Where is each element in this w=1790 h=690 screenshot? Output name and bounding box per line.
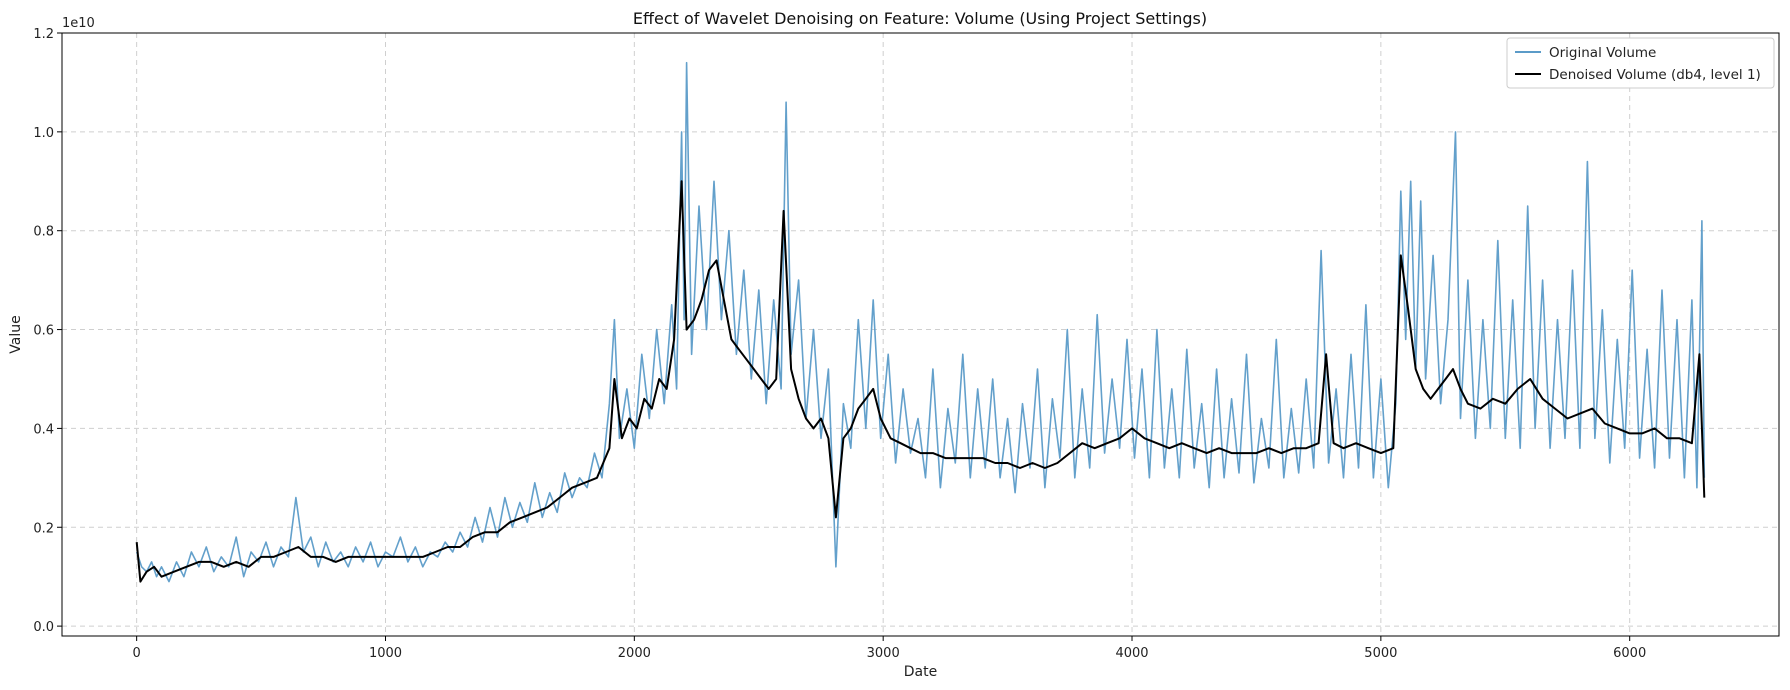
x-tick-label: 2000 [618, 646, 651, 661]
plot-frame [61, 32, 1780, 637]
x-tick-label: 4000 [1115, 646, 1148, 661]
series-line-denoised-volume [135, 180, 1706, 583]
x-tick-label: 1000 [369, 646, 402, 661]
y-axis-offset-label: 1e10 [62, 16, 95, 31]
x-tick-label: 3000 [867, 646, 900, 661]
y-tick-label: 0.8 [33, 225, 54, 240]
x-tick-label: 6000 [1613, 646, 1646, 661]
legend-box [1506, 37, 1775, 89]
y-tick-label: 0.0 [33, 620, 54, 635]
x-tick-label: 5000 [1364, 646, 1397, 661]
y-tick-label: 1.0 [33, 126, 54, 141]
x-tick-label: 0 [133, 646, 141, 661]
y-axis-ticks: 0.0 0.2 0.4 0.6 0.8 1.0 1.2 [33, 27, 62, 635]
y-tick-label: 1.2 [33, 27, 54, 42]
legend-label: Original Volume [1549, 45, 1656, 61]
y-tick-label: 0.4 [33, 422, 54, 437]
x-axis-title: Date [904, 664, 937, 680]
y-tick-label: 0.2 [33, 521, 54, 536]
legend-label: Denoised Volume (db4, level 1) [1549, 67, 1761, 83]
legend: Original Volume Denoised Volume (db4, lev… [1506, 37, 1775, 89]
chart-title: Effect of Wavelet Denoising on Feature: … [633, 9, 1207, 28]
y-axis-title: Value [8, 315, 24, 353]
series-line-original-volume [135, 61, 1706, 583]
x-axis-ticks: 0 1000 2000 3000 4000 5000 6000 [133, 636, 1646, 661]
series-group [135, 61, 1706, 583]
y-tick-label: 0.6 [33, 324, 54, 339]
